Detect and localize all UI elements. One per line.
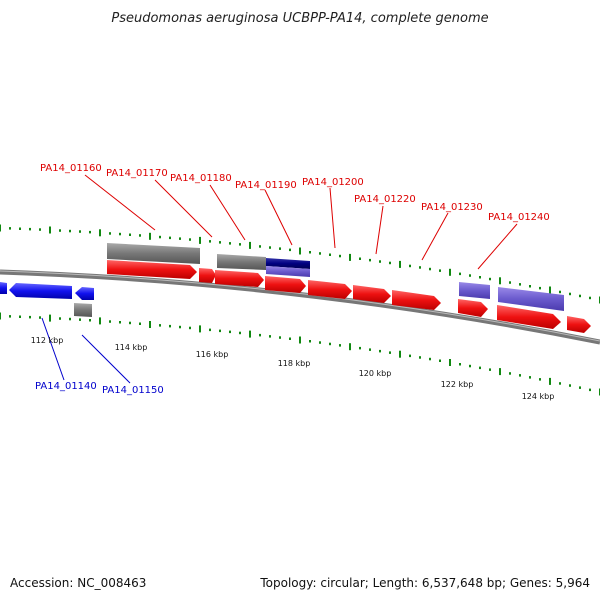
gene-label-PA14_01150[interactable]: PA14_01150 [102,385,164,396]
gene-label-PA14_01140[interactable]: PA14_01140 [35,381,97,392]
ruler-label-124: 124 kbp [522,392,555,401]
ruler-label-122: 122 kbp [441,380,474,389]
ruler-label-112: 112 kbp [31,336,64,345]
gene-reverse-2[interactable] [9,283,72,299]
ruler-labels: 112 kbp 114 kbp 116 kbp 118 kbp 120 kbp … [31,336,555,401]
ruler-label-114: 114 kbp [115,343,148,352]
gene-forward-10[interactable] [567,316,591,333]
gene-label-PA14_01200[interactable]: PA14_01200 [302,177,364,188]
ruler-label-118: 118 kbp [278,359,311,368]
ruler-label-116: 116 kbp [196,350,229,359]
gene-reverse-3[interactable] [75,287,94,300]
genome-summary-text: Topology: circular; Length: 6,537,648 bp… [259,576,590,590]
feature-purple-upper-3 [498,287,564,311]
feature-purple-upper-1 [266,266,310,277]
gene-forward-3[interactable] [215,270,264,287]
gene-label-PA14_01190[interactable]: PA14_01190 [235,180,297,191]
outer-tick-ring [0,224,600,304]
reverse-gene-labels: PA14_01140 PA14_01150 [35,381,164,396]
accession-text: Accession: NC_008463 [10,576,146,590]
feature-purple-upper-2 [459,282,490,299]
gene-forward-5[interactable] [308,280,352,299]
gene-label-PA14_01180[interactable]: PA14_01180 [170,173,232,184]
gene-label-PA14_01230[interactable]: PA14_01230 [421,202,483,213]
gene-forward-9[interactable] [497,305,561,329]
gene-forward-4[interactable] [265,276,306,293]
gene-label-PA14_01220[interactable]: PA14_01220 [354,194,416,205]
gene-forward-8[interactable] [458,299,488,317]
gene-forward-2[interactable] [199,268,216,283]
gene-label-PA14_01240[interactable]: PA14_01240 [488,212,550,223]
feature-gray-lower [74,303,92,317]
genome-backbone [0,269,600,345]
feature-navy-upper [266,258,310,269]
gene-forward-6[interactable] [353,285,391,303]
gene-forward-1[interactable] [107,260,197,279]
forward-gene-labels: PA14_01160 PA14_01170 PA14_01180 PA14_01… [40,163,550,223]
gene-reverse-1[interactable] [0,282,7,294]
gene-label-PA14_01160[interactable]: PA14_01160 [40,163,102,174]
gene-label-PA14_01170[interactable]: PA14_01170 [106,168,168,179]
reverse-label-leaders [41,317,131,384]
label-leaders [84,174,518,270]
map-title: Pseudomonas aeruginosa UCBPP-PA14, compl… [111,11,488,26]
gene-forward-7[interactable] [392,290,441,310]
genome-backbone-highlight [0,270,600,342]
inner-tick-ring [0,312,600,396]
feature-gray-upper-2 [217,254,266,270]
feature-gray-upper-1 [107,243,200,264]
ruler-label-120: 120 kbp [359,369,392,378]
